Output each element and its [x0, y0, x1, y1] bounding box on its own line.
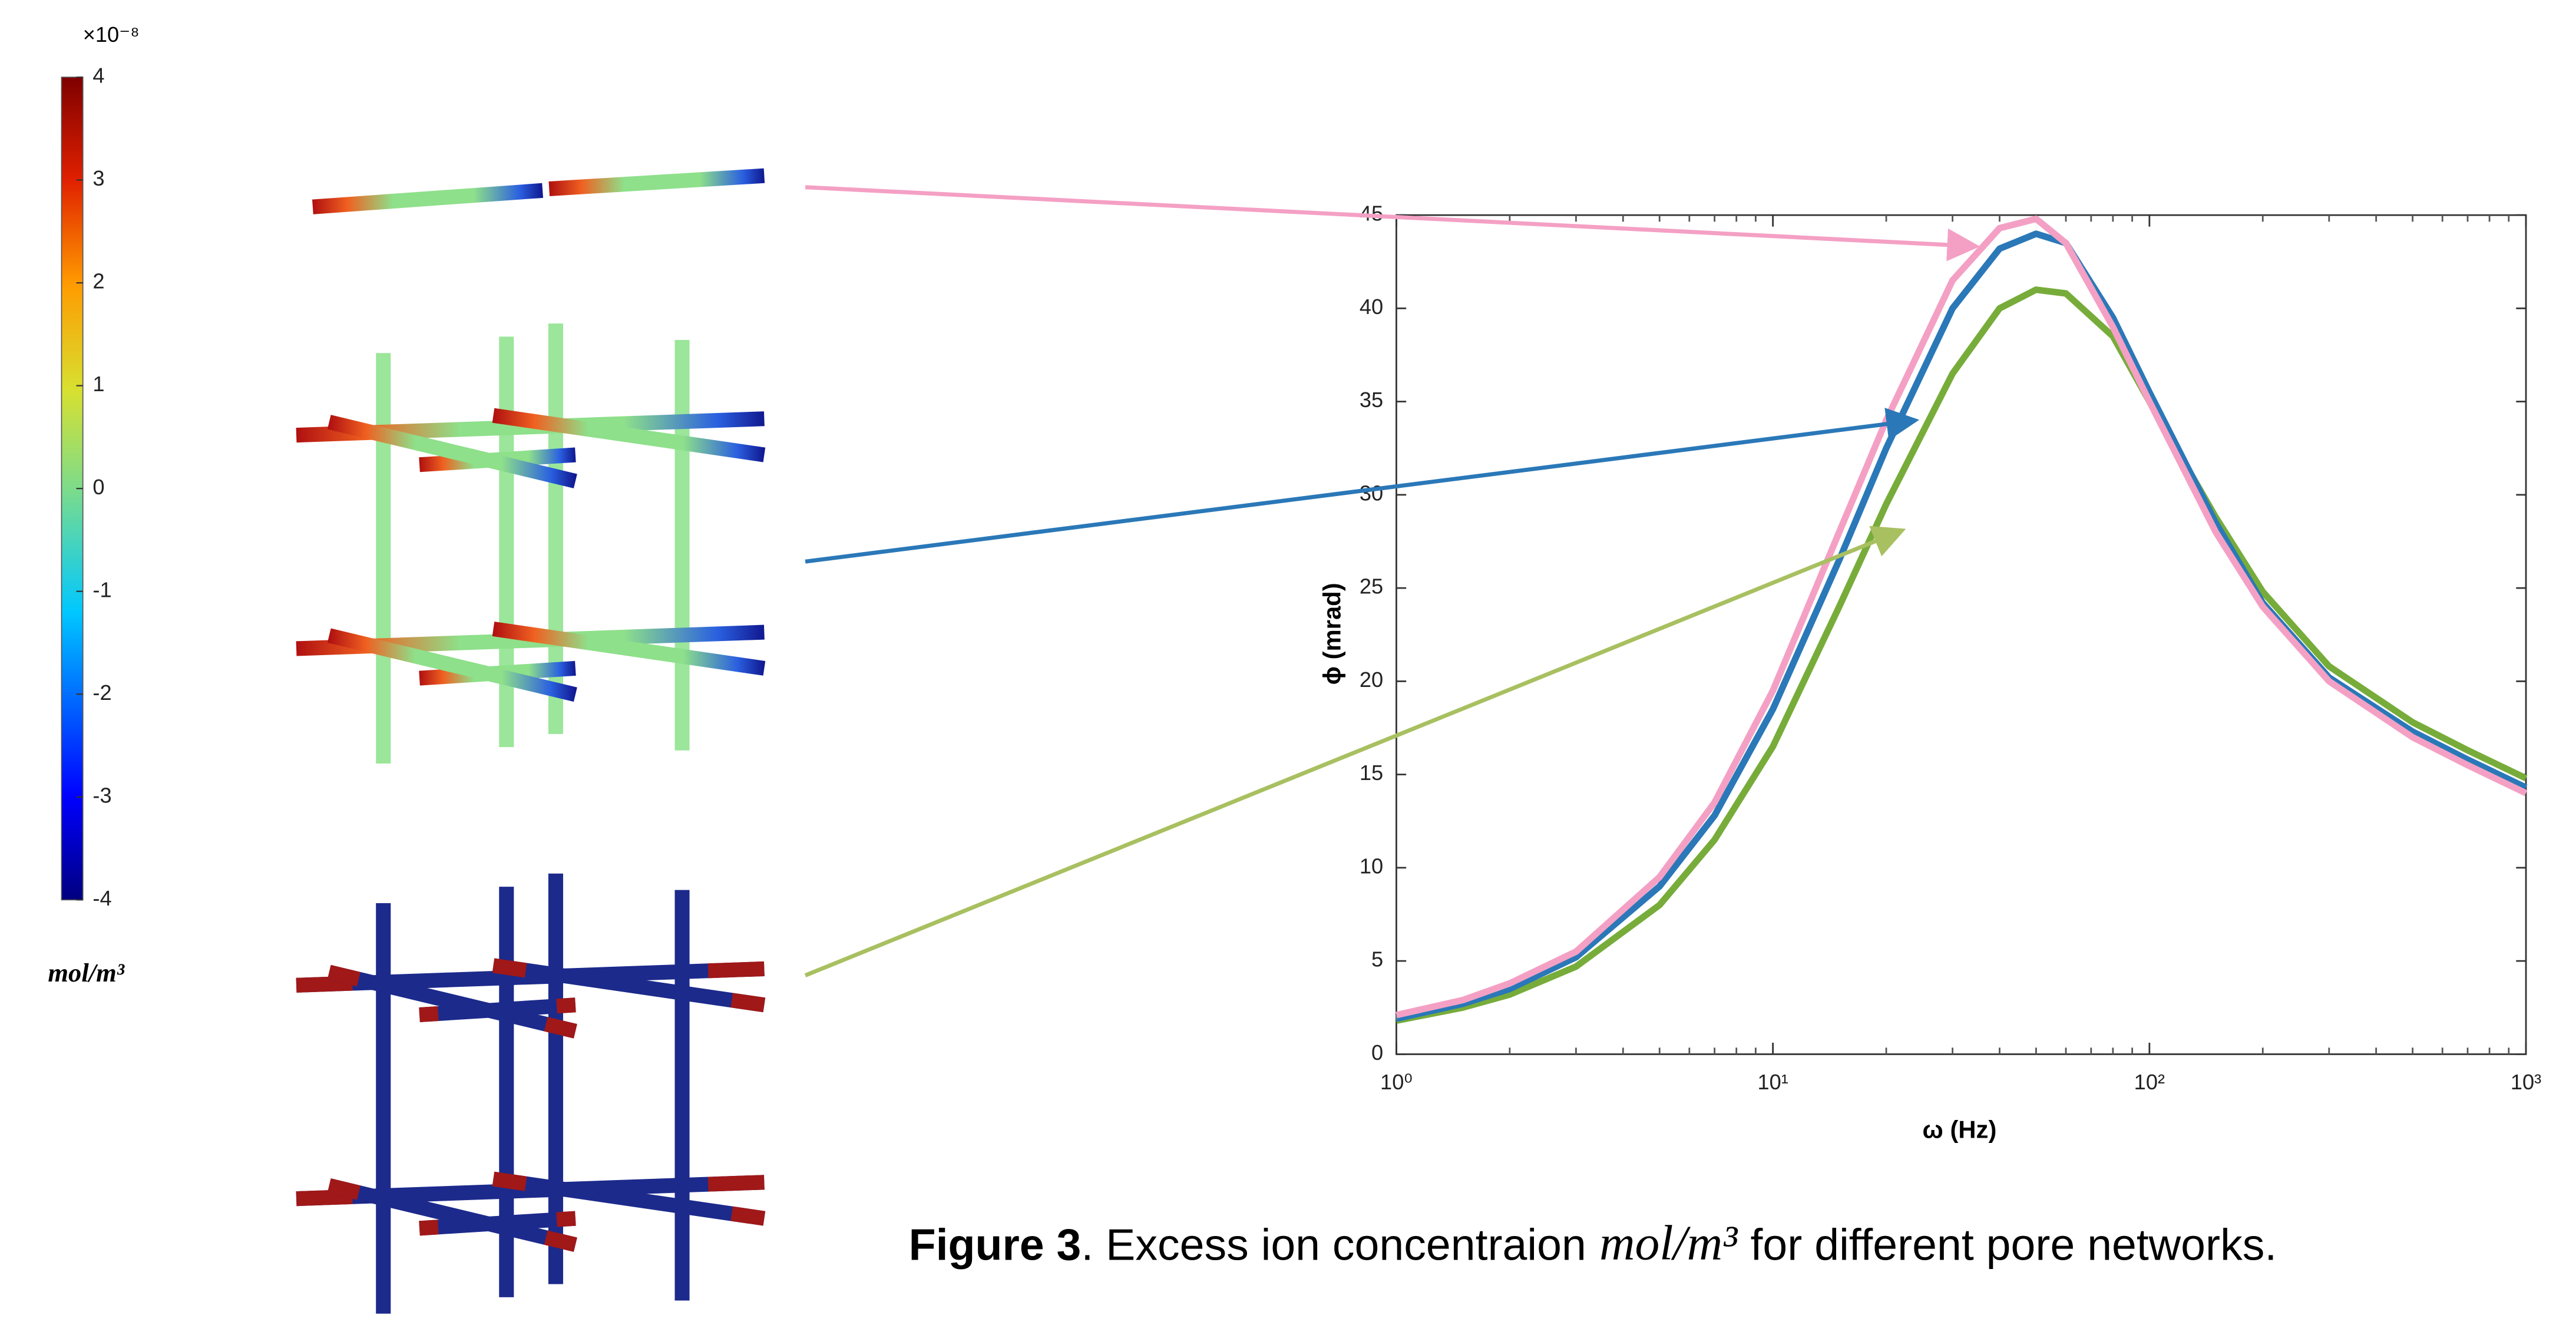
colorbar-tick-label: -1	[92, 577, 111, 602]
caption-text-end: for different pore networks.	[1751, 1220, 2277, 1269]
pore-end	[329, 1185, 359, 1192]
pore-end	[493, 1179, 525, 1184]
pore-end	[732, 1214, 764, 1218]
plot-area	[1396, 215, 2526, 1054]
pore-end	[296, 1197, 352, 1198]
colorbar-tick-label: -3	[92, 783, 111, 807]
y-tick-label: 20	[1360, 668, 1383, 692]
y-tick-label: 40	[1360, 295, 1383, 319]
pore-end	[708, 1182, 764, 1184]
y-axis-label: ϕ (mrad)	[1318, 583, 1346, 685]
pore-end	[557, 1005, 576, 1006]
colorbar-tick-label: 3	[92, 166, 104, 190]
pore	[313, 190, 543, 207]
colorbar-tick-label: 1	[92, 372, 104, 396]
pore-end	[296, 983, 352, 985]
colorbar-unit: mol/m³	[48, 958, 124, 987]
colorbar-tick-label: 0	[92, 475, 104, 499]
caption-text: . Excess ion concentraion	[1081, 1220, 1586, 1269]
y-tick-label: 25	[1360, 574, 1383, 599]
pore-end	[546, 1238, 576, 1245]
colorbar-tick-label: 4	[92, 64, 104, 88]
colorbar-tick-label: -4	[92, 886, 111, 910]
pore-end	[419, 1013, 438, 1015]
pore-end	[419, 1227, 438, 1228]
pore-end	[546, 1024, 576, 1031]
caption-label: Figure 3	[909, 1220, 1082, 1269]
caption: Figure 3. Excess ion concentraion mol/m³ f…	[909, 1215, 2277, 1270]
x-tick-label: 10¹	[1757, 1070, 1788, 1094]
x-tick-label: 10⁰	[1380, 1070, 1413, 1094]
pore-networks	[296, 176, 764, 1314]
y-tick-label: 35	[1360, 388, 1383, 412]
x-tick-label: 10²	[2134, 1070, 2165, 1094]
pore-end	[708, 969, 764, 970]
y-tick-label: 10	[1360, 854, 1383, 878]
colorbar-exponent: ×10⁻⁸	[83, 22, 140, 47]
pore-end	[557, 1218, 576, 1220]
figure: ×10⁻⁸ mol/m³ 05101520253035404510⁰10¹10²…	[0, 0, 2576, 1335]
colorbar-tick-label: -2	[92, 680, 111, 705]
caption-math: mol/m³	[1599, 1215, 1738, 1270]
x-tick-label: 10³	[2511, 1070, 2541, 1094]
pore	[549, 176, 764, 189]
y-tick-label: 15	[1360, 761, 1383, 785]
pore-end	[329, 972, 359, 979]
x-axis-label: ω (Hz)	[1923, 1115, 1997, 1143]
y-tick-label: 0	[1371, 1040, 1383, 1065]
y-tick-label: 5	[1371, 947, 1383, 971]
pore-end	[493, 966, 525, 970]
pore-end	[732, 1000, 764, 1005]
y-tick-label: 30	[1360, 481, 1383, 505]
colorbar-tick-label: 2	[92, 269, 104, 293]
